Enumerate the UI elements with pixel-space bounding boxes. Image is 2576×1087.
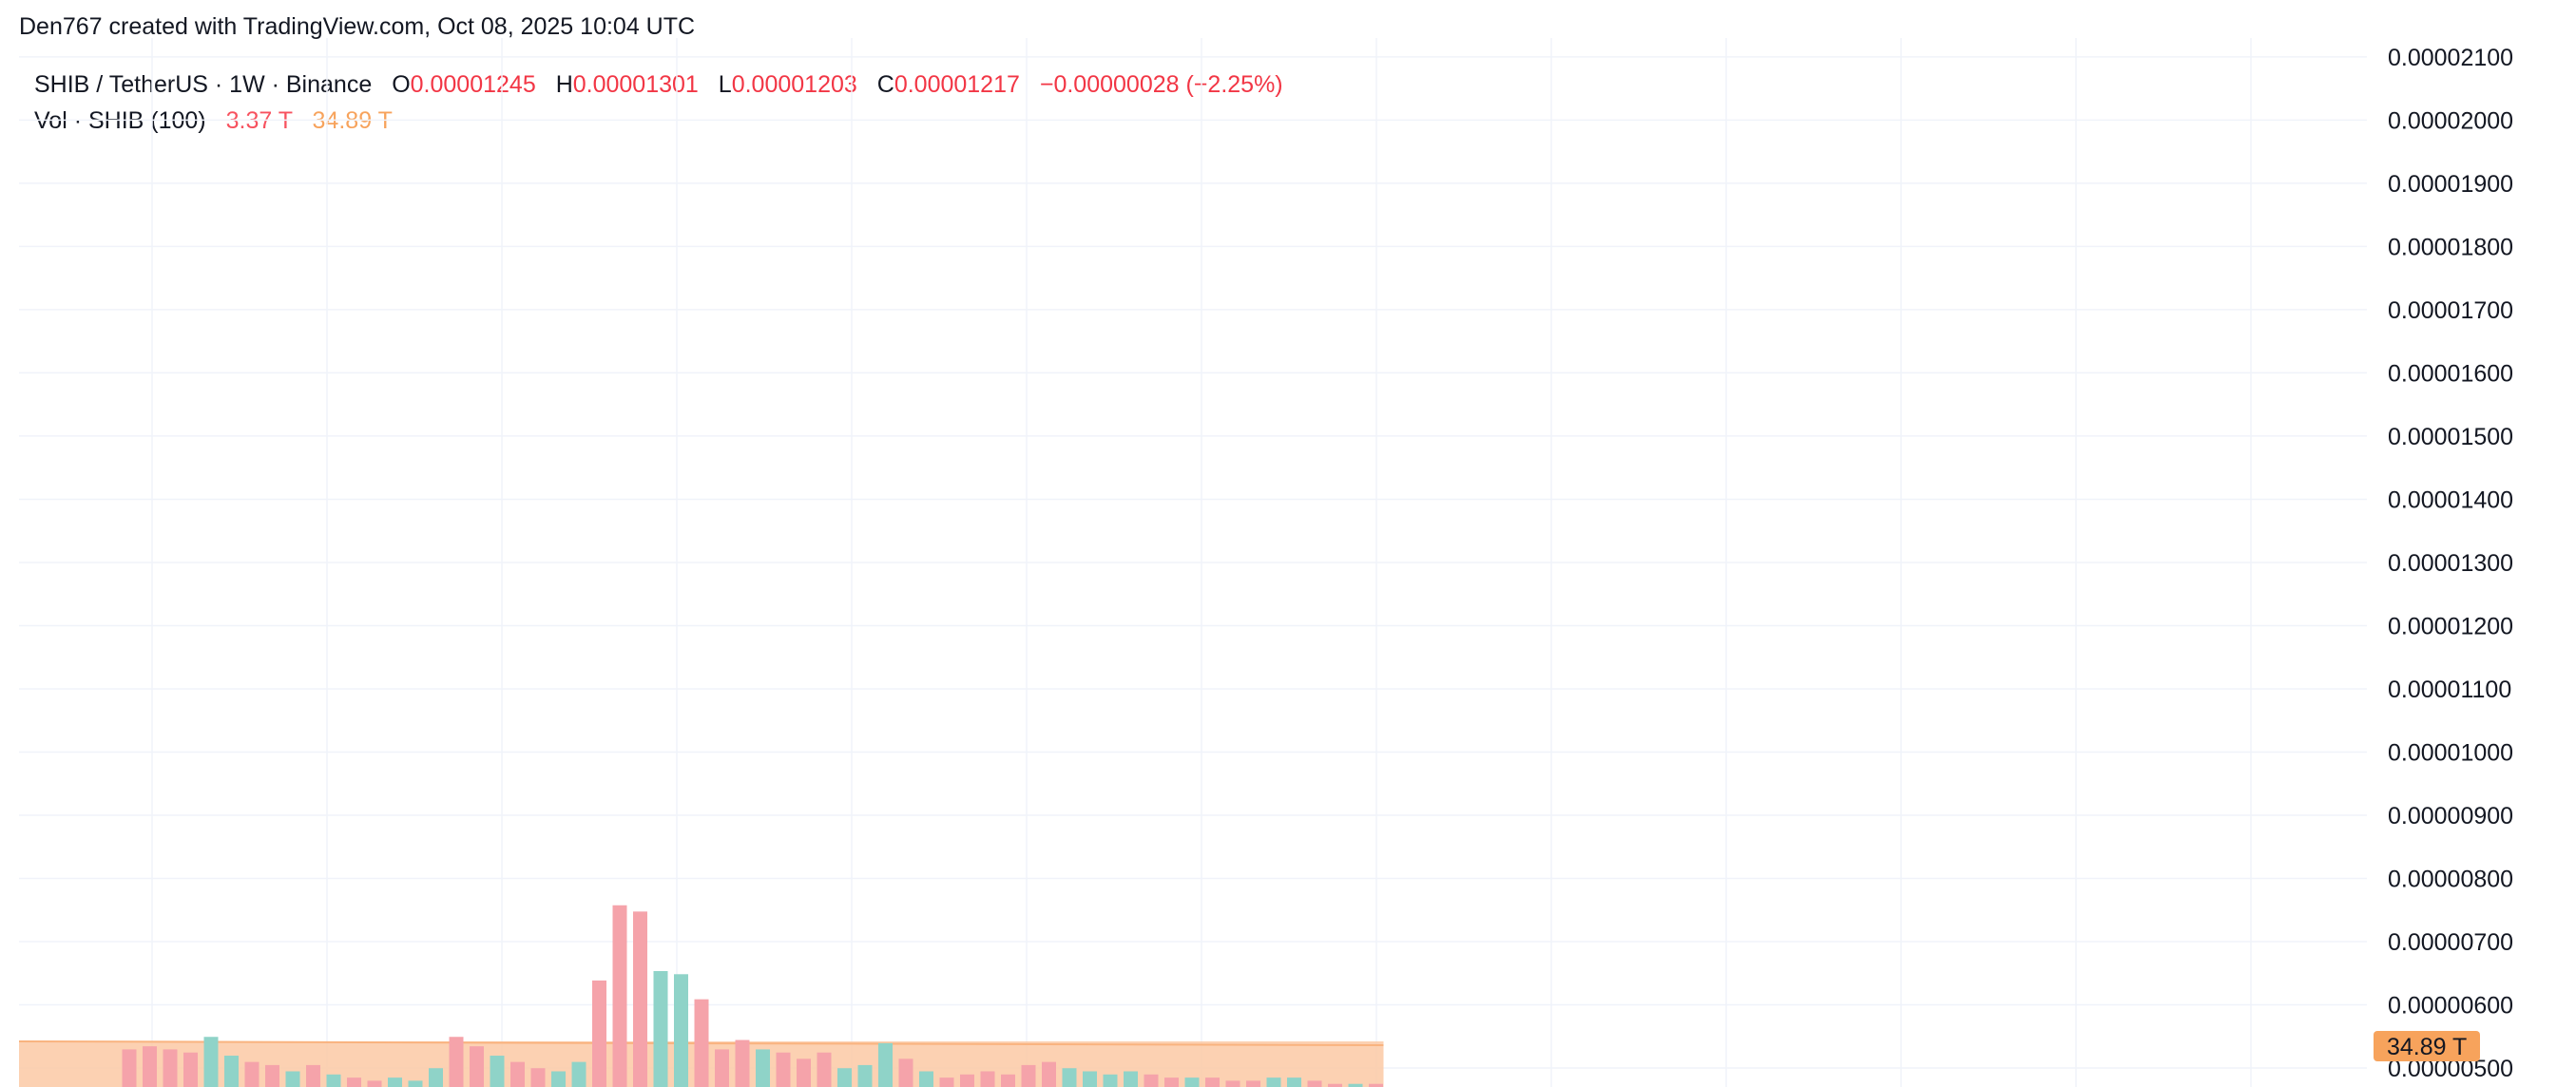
volume-bar <box>388 1077 402 1087</box>
low-label: L <box>718 71 732 98</box>
price-axis-labels: 0.000017340.000014380.000011450.00001028… <box>2374 1031 2480 1061</box>
volume-bar <box>1328 1083 1342 1087</box>
high-value: 0.00001301 <box>572 71 699 98</box>
volume-bar <box>1348 1083 1363 1087</box>
volume-bar <box>1287 1077 1301 1087</box>
volume-axis-label: 34.89 T <box>2387 1034 2467 1060</box>
close-label: C <box>876 71 894 98</box>
ohlc-legend-row: SHIB / TetherUS · 1W · Binance O0.000012… <box>34 67 1283 103</box>
symbol-label[interactable]: SHIB / TetherUS · 1W · Binance <box>34 71 373 98</box>
volume-bar <box>1021 1064 1036 1087</box>
volume-bar <box>244 1061 260 1087</box>
chart-grid <box>19 38 2367 1087</box>
volume-bar <box>980 1071 995 1087</box>
volume-bar <box>939 1077 954 1087</box>
volume-bar <box>1062 1068 1077 1087</box>
price-axis-tick-label: 0.00000800 <box>2388 867 2513 893</box>
volume-bar <box>674 974 688 1087</box>
volume-bar <box>122 1049 137 1087</box>
volume-bar <box>429 1068 443 1087</box>
price-axis-tick-label: 0.00001600 <box>2388 360 2513 387</box>
price-axis-tick-label: 0.00000900 <box>2388 803 2513 830</box>
price-axis-tick-label: 0.00000600 <box>2388 993 2513 1020</box>
volume-bar <box>571 1061 586 1087</box>
price-axis-tick-label: 0.00001100 <box>2388 677 2511 703</box>
volume-bar <box>1103 1074 1118 1087</box>
volume-bar <box>878 1042 893 1087</box>
volume-bar <box>1083 1071 1097 1087</box>
volume-bar <box>143 1046 157 1087</box>
volume-bar <box>326 1074 341 1087</box>
volume-bar <box>1164 1077 1179 1087</box>
price-axis-tick-label: 0.00001500 <box>2388 424 2513 450</box>
open-label: O <box>392 71 411 98</box>
volume-bar <box>163 1049 178 1087</box>
volume-bar <box>817 1052 832 1087</box>
volume-bar <box>285 1071 300 1087</box>
price-axis-tick-label: 0.00002000 <box>2388 107 2513 134</box>
chart-credit: Den767 created with TradingView.com, Oct… <box>19 13 696 40</box>
price-axis-tick-label: 0.00001900 <box>2388 171 2513 198</box>
volume-pane <box>18 905 1384 1087</box>
volume-bar <box>490 1056 505 1087</box>
volume-bar <box>592 980 606 1087</box>
price-axis-tick-label: 0.00001700 <box>2388 297 2513 324</box>
volume-bar <box>1144 1074 1159 1087</box>
volume-bar <box>1266 1077 1281 1087</box>
price-axis-tick-label: 0.00000700 <box>2388 929 2513 956</box>
close-value: 0.00001217 <box>894 71 1020 98</box>
volume-bar <box>265 1064 279 1087</box>
open-value: 0.00001245 <box>410 71 536 98</box>
volume-bar <box>837 1068 852 1087</box>
price-axis-tick-label: 0.00001400 <box>2388 486 2513 513</box>
price-axis-tick-label: 0.00001800 <box>2388 234 2513 260</box>
volume-bar <box>408 1080 423 1087</box>
price-axis-tick-label: 0.00001300 <box>2388 550 2513 577</box>
price-axis[interactable]: 0.000005000.000006000.000007000.00000800… <box>2373 0 2576 1087</box>
volume-bar <box>1042 1061 1056 1087</box>
volume-bar <box>653 970 668 1087</box>
volume-bar <box>960 1074 974 1087</box>
change-value: −0.00000028 (−2.25%) <box>1039 71 1283 98</box>
volume-bar <box>735 1039 750 1087</box>
volume-bar <box>694 999 709 1087</box>
volume-bar <box>224 1056 239 1087</box>
volume-bar <box>1001 1074 1015 1087</box>
price-axis-tick-label: 0.00001200 <box>2388 613 2513 639</box>
volume-bar <box>919 1071 933 1087</box>
price-axis-background <box>2373 0 2576 1087</box>
volume-bar <box>1184 1077 1200 1087</box>
volume-bar <box>347 1077 361 1087</box>
volume-bar <box>1205 1077 1220 1087</box>
volume-bar <box>449 1037 464 1087</box>
volume-bar <box>367 1080 382 1087</box>
volume-bar <box>633 911 647 1087</box>
volume-axis-label-bg <box>2374 1031 2480 1061</box>
volume-bar <box>1369 1083 1383 1087</box>
volume-bar <box>857 1064 873 1087</box>
volume-bar <box>797 1058 811 1087</box>
chart-legend: SHIB / TetherUS · 1W · Binance O0.000012… <box>34 67 1283 139</box>
volume-bar <box>612 905 627 1087</box>
volume-bar <box>1246 1080 1260 1087</box>
volume-bar <box>898 1058 913 1087</box>
volume-bar <box>530 1068 546 1087</box>
volume-bar <box>306 1064 320 1087</box>
low-value: 0.00001203 <box>731 71 857 98</box>
volume-bar <box>1307 1080 1322 1087</box>
price-axis-tick-label: 0.00002100 <box>2388 45 2513 71</box>
volume-bar <box>1225 1080 1240 1087</box>
high-label: H <box>555 71 573 98</box>
volume-bar <box>203 1037 219 1087</box>
volume-bar <box>510 1061 525 1087</box>
volume-bar <box>470 1046 484 1087</box>
volume-bar <box>715 1049 729 1087</box>
volume-bar <box>756 1049 770 1087</box>
volume-bar <box>183 1052 198 1087</box>
price-axis-tick-label: 0.00001000 <box>2388 739 2513 766</box>
volume-bar <box>551 1071 566 1087</box>
volume-bar <box>776 1052 791 1087</box>
volume-bar <box>1124 1071 1138 1087</box>
